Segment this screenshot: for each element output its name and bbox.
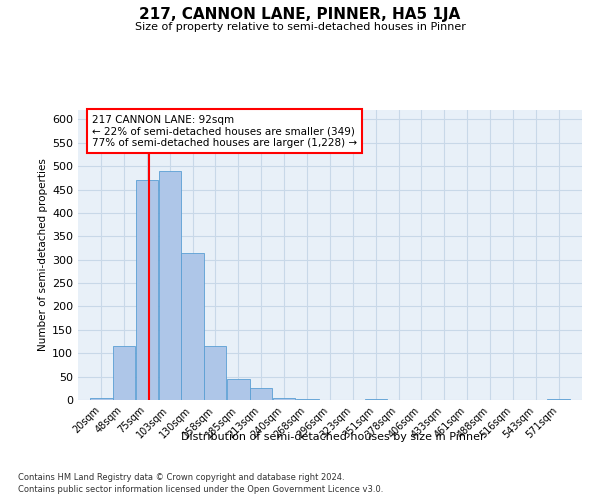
Text: Distribution of semi-detached houses by size in Pinner: Distribution of semi-detached houses by … [181,432,485,442]
Bar [205,346,226,400]
Bar [272,398,295,400]
Bar [547,399,570,400]
Bar [296,399,319,400]
Y-axis label: Number of semi-detached properties: Number of semi-detached properties [38,158,48,352]
Bar [181,252,204,400]
Bar [113,346,135,400]
Bar [159,171,181,400]
Bar [136,180,158,400]
Text: Contains HM Land Registry data © Crown copyright and database right 2024.: Contains HM Land Registry data © Crown c… [18,472,344,482]
Text: Contains public sector information licensed under the Open Government Licence v3: Contains public sector information licen… [18,485,383,494]
Text: 217 CANNON LANE: 92sqm
← 22% of semi-detached houses are smaller (349)
77% of se: 217 CANNON LANE: 92sqm ← 22% of semi-det… [92,114,357,148]
Text: 217, CANNON LANE, PINNER, HA5 1JA: 217, CANNON LANE, PINNER, HA5 1JA [139,8,461,22]
Bar [365,399,386,400]
Bar [90,398,113,400]
Bar [227,379,250,400]
Bar [250,388,272,400]
Text: Size of property relative to semi-detached houses in Pinner: Size of property relative to semi-detach… [134,22,466,32]
